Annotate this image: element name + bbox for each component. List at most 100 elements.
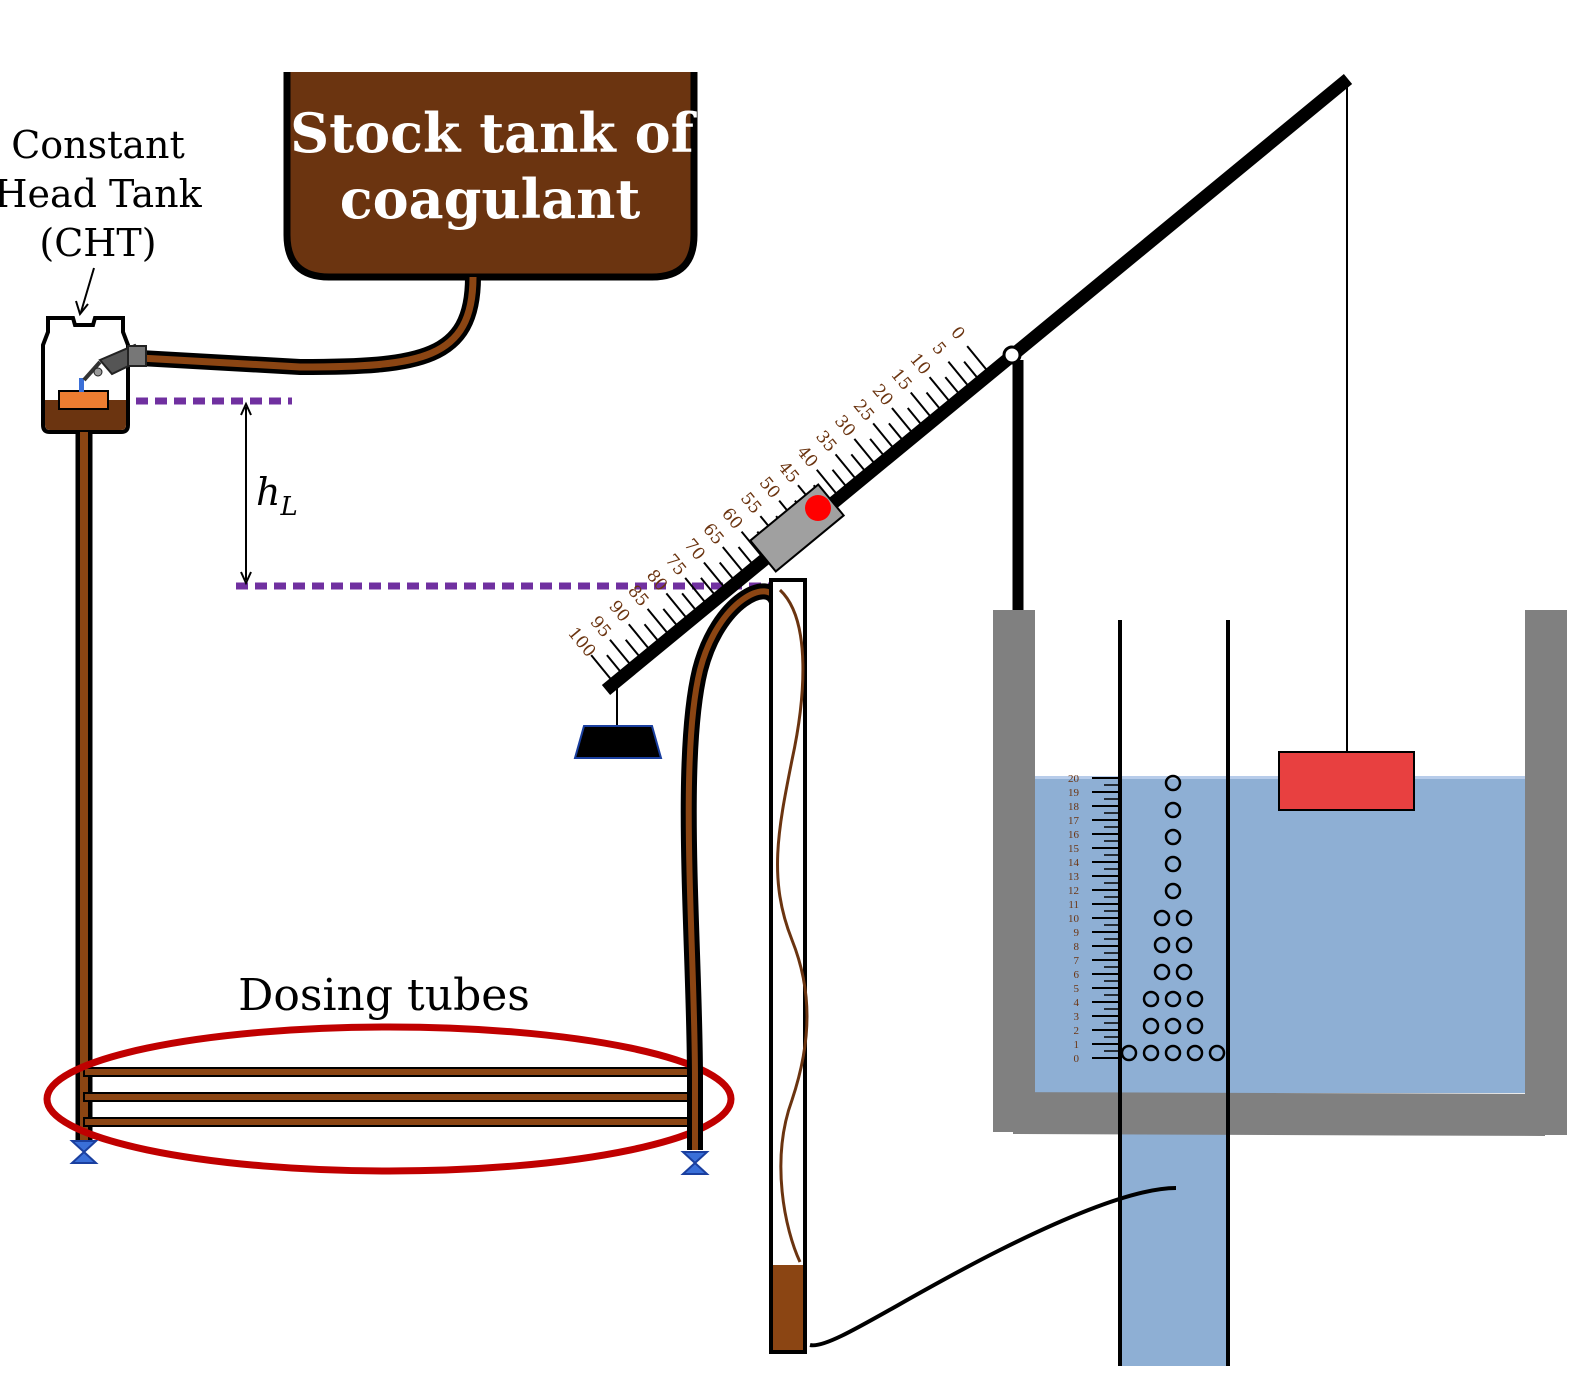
vertical-scale-label: 13 xyxy=(1068,871,1080,883)
vertical-scale-label: 4 xyxy=(1074,997,1080,1009)
orifice xyxy=(1175,936,1193,954)
lever-scale-tick xyxy=(646,608,672,638)
orifice xyxy=(1164,855,1182,873)
orifice xyxy=(1120,1044,1138,1062)
lever-slider[interactable] xyxy=(748,483,846,573)
lever-scale-tick xyxy=(628,623,653,653)
vertical-scale-label: 11 xyxy=(1068,899,1079,911)
lever-scale-tick xyxy=(850,453,869,476)
cht-label-line3: (CHT) xyxy=(39,221,156,265)
lever-scale-tick xyxy=(944,376,963,398)
orifice xyxy=(1164,828,1182,846)
orifice xyxy=(1175,909,1193,927)
stock-tank-label-line1: Stock tank of xyxy=(290,101,697,165)
lever-scale-tick xyxy=(963,360,982,383)
counterweight xyxy=(573,725,663,759)
vertical-scale-label: 5 xyxy=(1074,983,1080,995)
orifice xyxy=(1142,1017,1160,1035)
lever-scale-label: 5 xyxy=(927,338,949,359)
lever-scale-tick xyxy=(834,453,860,483)
float xyxy=(1278,751,1415,811)
lever-scale-tick xyxy=(928,376,954,406)
lever-scale-tick xyxy=(906,407,925,429)
vertical-scale-label: 2 xyxy=(1074,1025,1080,1037)
float-valve-icon xyxy=(82,343,147,382)
vertical-scale-label: 3 xyxy=(1074,1011,1080,1023)
cht-label-line2: Head Tank xyxy=(0,172,203,216)
orifice xyxy=(1153,963,1171,981)
vertical-scale-label: 16 xyxy=(1068,829,1080,841)
tank-wall-left xyxy=(993,610,1035,1132)
tank-outlet-pipe-water xyxy=(1120,1132,1228,1366)
dosing-tubes-label: Dosing tubes xyxy=(238,970,530,1021)
lever-pivot xyxy=(1002,345,1022,365)
orifice xyxy=(1142,990,1160,1008)
vertical-scale-label: 8 xyxy=(1074,941,1080,953)
vertical-scale-label: 15 xyxy=(1068,843,1080,855)
lever-scale-tick xyxy=(718,561,737,584)
vertical-scale-label: 9 xyxy=(1074,927,1080,939)
vertical-scale-label: 10 xyxy=(1068,913,1080,925)
stock-tank: Stock tank of coagulant xyxy=(283,72,698,281)
vertical-scale-label: 6 xyxy=(1074,969,1080,981)
lever-scale-tick xyxy=(816,469,841,499)
drain-line xyxy=(809,1186,1177,1348)
lever-scale-labels: 0510152025303540455055606570758085909510… xyxy=(563,323,968,661)
tank-wall-right xyxy=(1525,610,1567,1135)
lever-scale-tick xyxy=(681,592,700,615)
valve-right-icon xyxy=(680,1151,710,1175)
orifice-array xyxy=(1120,774,1226,1062)
lever-scale-tick xyxy=(966,345,991,375)
orifice xyxy=(1153,909,1171,927)
orifice xyxy=(1164,774,1182,792)
orifice xyxy=(1186,1017,1204,1035)
tank-water xyxy=(1035,778,1525,1093)
vertical-scale-label: 12 xyxy=(1068,885,1079,897)
supply-tube xyxy=(139,276,481,376)
lever-scale-tick xyxy=(869,438,888,460)
slider-indicator-dot xyxy=(805,495,831,521)
dosing-tube xyxy=(83,1067,694,1077)
lever-scale-tick xyxy=(872,422,897,452)
dosing-tube xyxy=(83,1092,694,1102)
valve-left-icon xyxy=(69,1140,99,1164)
orifice xyxy=(1186,1044,1204,1062)
lever-scale-tick xyxy=(643,623,662,646)
lever-scale-tick xyxy=(590,654,615,684)
lever-scale-tick xyxy=(831,469,850,491)
vertical-scale-label: 14 xyxy=(1068,857,1080,869)
dosing-tubes-highlight xyxy=(43,1023,735,1175)
lever-scale-tick xyxy=(947,360,972,391)
lever-scale-tick xyxy=(925,391,944,414)
orifice xyxy=(1186,990,1204,1008)
orifice xyxy=(1164,1044,1182,1062)
constant-head-tank: Constant Head Tank (CHT) xyxy=(0,123,203,434)
lever-scale-tick xyxy=(703,561,728,591)
lever-scale-tick xyxy=(910,391,935,421)
lever-scale-tick xyxy=(722,546,747,576)
lever-scale-tick xyxy=(740,530,766,561)
orifice xyxy=(1153,936,1171,954)
lever-scale-tick xyxy=(737,546,756,568)
vertical-scale-label: 19 xyxy=(1068,787,1080,799)
drain-channel xyxy=(769,578,809,1354)
lever-scale-tick xyxy=(665,592,690,622)
vertical-scale-label: 17 xyxy=(1068,815,1080,827)
lever-scale-tick xyxy=(853,438,878,468)
orifice xyxy=(1164,1017,1182,1035)
cht-float xyxy=(58,390,109,410)
stock-tank-label-line2: coagulant xyxy=(340,167,641,231)
orifice xyxy=(1164,990,1182,1008)
orifice xyxy=(1142,1044,1160,1062)
vertical-scale-label: 1 xyxy=(1074,1039,1080,1051)
orifice xyxy=(1208,1044,1226,1062)
orifice xyxy=(1164,801,1182,819)
vertical-scale-label: 0 xyxy=(1074,1053,1080,1065)
orifice xyxy=(1164,882,1182,900)
lever-scale-tick xyxy=(624,639,643,661)
head-loss-indicator: hL xyxy=(136,397,784,590)
lever-feed-tube xyxy=(680,583,785,1150)
